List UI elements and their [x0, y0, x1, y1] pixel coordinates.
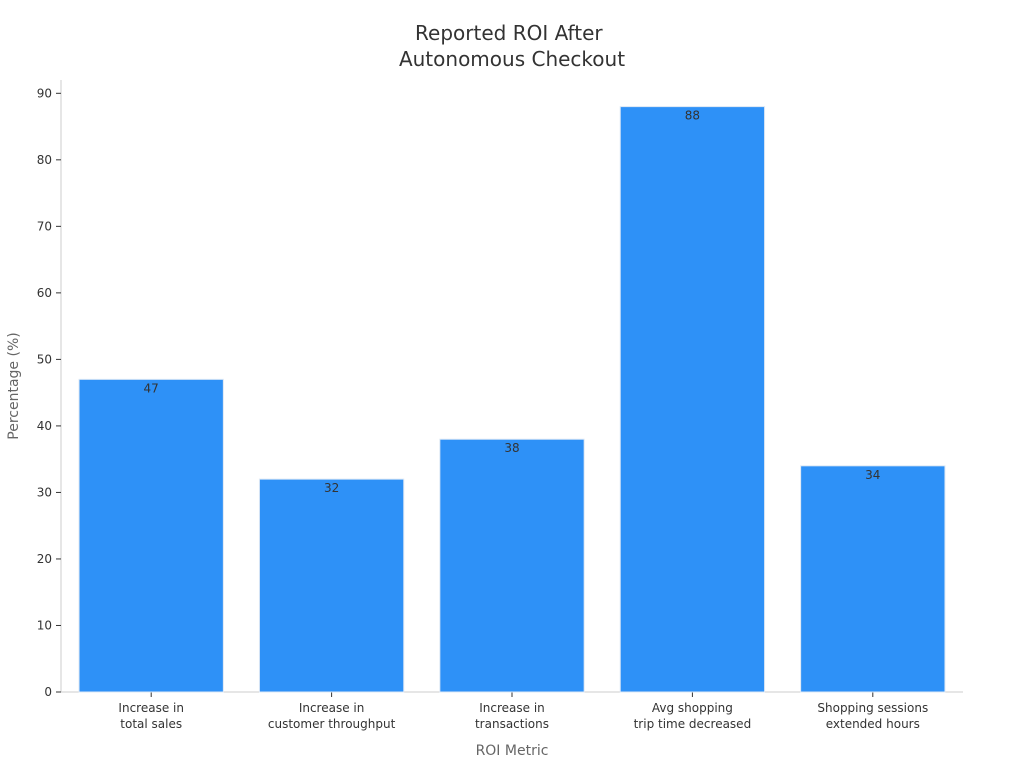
- y-tick-label: 10: [37, 618, 52, 632]
- bars: 47 32 38 88 34: [78, 106, 946, 693]
- x-tick-label-line: Avg shopping: [652, 701, 733, 715]
- y-tick-label: 60: [37, 286, 52, 300]
- x-tick-label-line: Increase in: [479, 701, 545, 715]
- bar: [78, 378, 224, 693]
- bar: [800, 465, 946, 693]
- y-tick-label: 20: [37, 552, 52, 566]
- bar: [619, 106, 766, 693]
- y-tick-label: 50: [37, 352, 52, 366]
- y-tick-label: 30: [37, 485, 52, 499]
- x-tick-label: Increase in transactions: [475, 701, 549, 731]
- x-tick-label-line: Shopping sessions: [817, 701, 928, 715]
- y-tick-label: 70: [37, 219, 52, 233]
- x-tick-label-line: Increase in: [118, 701, 184, 715]
- x-tick-label-line: total sales: [120, 717, 182, 731]
- chart-title: Reported ROI After Autonomous Checkout: [399, 21, 625, 71]
- bar: [439, 438, 585, 693]
- x-tick-label: Shopping sessions extended hours: [817, 701, 928, 731]
- bar-value-label: 88: [685, 109, 700, 123]
- chart-title-line-2: Autonomous Checkout: [399, 47, 625, 71]
- y-axis-label: Percentage (%): [6, 332, 22, 439]
- x-tick-label-line: customer throughput: [268, 717, 396, 731]
- bar: [258, 478, 405, 693]
- x-tick-label-line: transactions: [475, 717, 549, 731]
- x-axis: Increase in total sales Increase in custome…: [61, 691, 963, 731]
- x-tick-label-line: Increase in: [299, 701, 365, 715]
- x-axis-label: ROI Metric: [476, 743, 549, 759]
- y-axis: 0 10 20 30 40 50 60 70 80 90: [37, 80, 62, 699]
- x-tick-label: Increase in customer throughput: [268, 701, 396, 731]
- y-tick-label: 40: [37, 419, 52, 433]
- x-tick-label-line: extended hours: [826, 717, 920, 731]
- y-tick-label: 90: [37, 86, 52, 100]
- y-tick-label: 80: [37, 153, 52, 167]
- bar-value-label: 34: [865, 468, 880, 482]
- chart-title-line-1: Reported ROI After: [415, 21, 603, 45]
- x-tick-label: Avg shopping trip time decreased: [634, 701, 752, 731]
- x-tick-label: Increase in total sales: [118, 701, 184, 731]
- x-tick-label-line: trip time decreased: [634, 717, 752, 731]
- bar-value-label: 47: [144, 381, 159, 395]
- bar-value-label: 32: [324, 481, 339, 495]
- y-tick-label: 0: [44, 685, 52, 699]
- bar-value-label: 38: [504, 441, 519, 455]
